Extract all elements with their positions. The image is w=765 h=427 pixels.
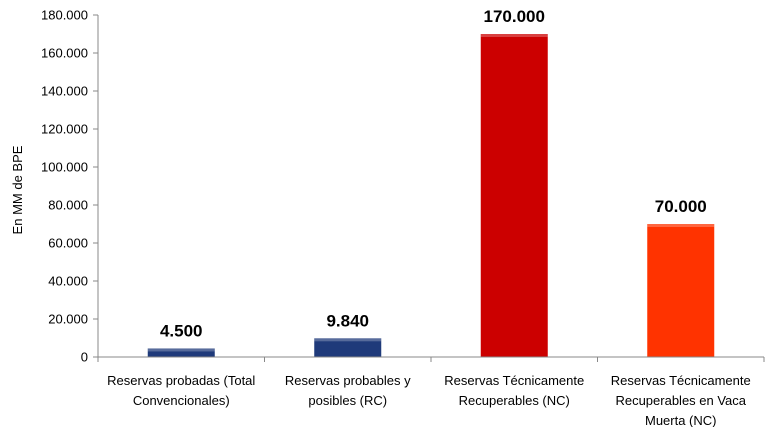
bar-highlight <box>480 34 548 37</box>
bar <box>480 34 548 357</box>
x-category-label: Reservas probadas (Total <box>107 373 255 388</box>
data-label: 70.000 <box>655 197 707 216</box>
x-category-label: Recuperables en Vaca <box>615 393 746 408</box>
y-tick-label: 160.000 <box>41 46 88 61</box>
bar-highlight <box>314 338 382 342</box>
y-tick-label: 20.000 <box>48 312 88 327</box>
y-tick-label: 120.000 <box>41 122 88 137</box>
y-tick-label: 40.000 <box>48 274 88 289</box>
data-label: 9.840 <box>326 311 369 330</box>
x-category-label: posibles (RC) <box>308 393 387 408</box>
data-labels: 4.500 9.840 170.000 70.000 <box>160 7 707 340</box>
x-category-label: Reservas Técnicamente <box>444 373 584 388</box>
y-tick-label: 140.000 <box>41 84 88 99</box>
bar <box>314 338 382 357</box>
x-category-label: Recuperables (NC) <box>459 393 570 408</box>
data-label: 4.500 <box>160 321 203 340</box>
bar <box>147 348 215 357</box>
bar-highlight <box>147 348 215 352</box>
x-category-label: Reservas Técnicamente <box>611 373 751 388</box>
y-tick-label: 0 <box>81 350 88 365</box>
y-tick-label: 100.000 <box>41 160 88 175</box>
x-axis: Reservas probadas (Total Convencionales) R… <box>97 356 765 427</box>
y-axis-label: En MM de BPE <box>10 145 25 234</box>
y-tick-label: 60.000 <box>48 236 88 251</box>
y-axis: 0 20.000 40.000 60.000 80.000 100.000 120.000 1… <box>41 8 99 365</box>
bar <box>647 224 715 357</box>
y-tick-label: 80.000 <box>48 198 88 213</box>
x-category-label: Convencionales) <box>133 393 230 408</box>
x-category-label: Reservas probables y <box>285 373 411 388</box>
bar-highlight <box>647 224 715 227</box>
data-label: 170.000 <box>484 7 545 26</box>
y-tick-label: 180.000 <box>41 8 88 23</box>
x-category-label: Muerta (NC) <box>645 413 717 427</box>
bars <box>147 34 715 357</box>
